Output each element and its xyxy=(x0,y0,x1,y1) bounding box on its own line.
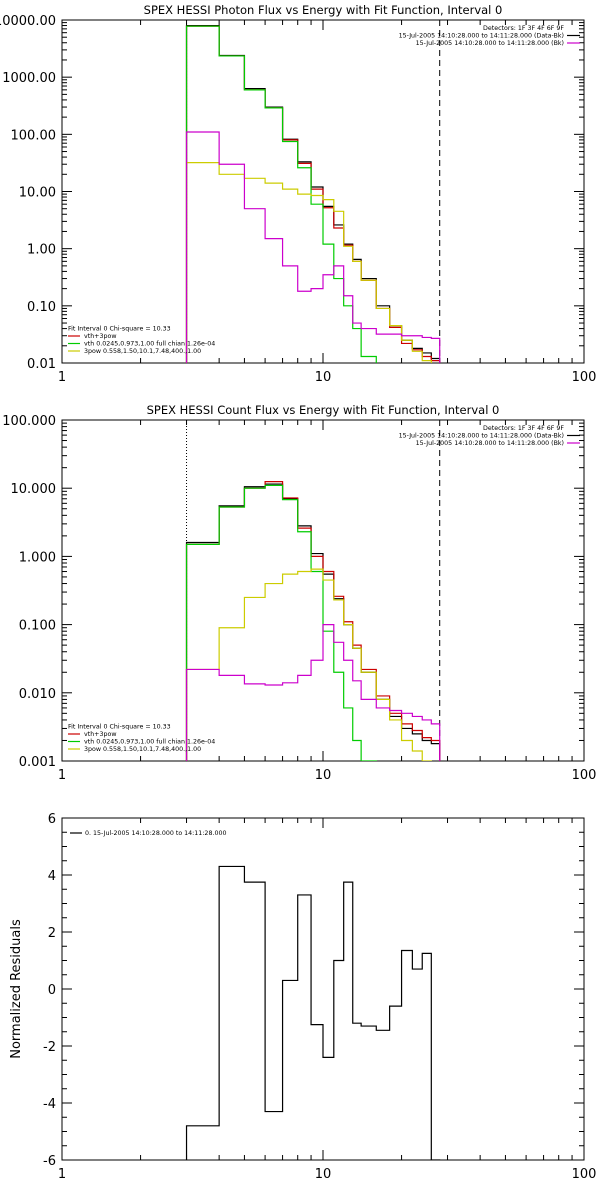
info-line-3: 15-Jul-2005 14:10:28.000 to 14:11:28.000… xyxy=(416,440,564,447)
series-residuals xyxy=(185,865,441,1160)
y-tick-label: 10000.00 xyxy=(0,14,56,29)
info-line-1: Detectors: 1F 3F 4F 6F 9F xyxy=(483,25,564,32)
plot-frame xyxy=(61,817,585,1161)
y-tick-label: 100.000 xyxy=(2,414,56,429)
series-power xyxy=(185,162,432,363)
series-data xyxy=(185,24,441,363)
info-line-1: Detectors: 1F 3F 4F 6F 9F xyxy=(483,425,564,432)
y-tick-label: -6 xyxy=(43,1154,56,1169)
x-tick-label: 10 xyxy=(315,370,332,385)
y-tick-label: 4 xyxy=(48,869,56,884)
series-background xyxy=(185,624,441,761)
fit-legend-2: vth 0.0245,0.973,1.00 full chian 1.26e-0… xyxy=(84,341,215,348)
fit-legend-3: 3pow 0.558,1.50,10.1,7.48,400.,1.00 xyxy=(84,348,201,355)
legend-text: 0. 15-Jul-2005 14:10:28.000 to 14:11:28.… xyxy=(85,830,226,837)
y-tick-label: 0.01 xyxy=(27,357,56,372)
fit-legend-2: vth 0.0245,0.973,1.00 full chian 1.26e-0… xyxy=(84,739,215,746)
series-total xyxy=(185,25,441,363)
series-group xyxy=(185,865,441,1160)
x-tick-label: 1 xyxy=(58,1167,66,1182)
chart-title: SPEX HESSI Photon Flux vs Energy with Fi… xyxy=(144,3,503,17)
y-tick-label: 2 xyxy=(48,926,56,941)
y-tick-label: 1.000 xyxy=(19,550,56,565)
x-tick-label: 10 xyxy=(315,768,332,783)
fit-legend-1: vth+3pow xyxy=(84,731,116,738)
y-tick-label: 0.10 xyxy=(27,300,56,315)
x-tick-label: 100 xyxy=(572,1167,597,1182)
y-tick-label: 1.00 xyxy=(27,243,56,258)
x-tick-label: 100 xyxy=(572,370,597,385)
y-tick-label: 6 xyxy=(48,812,56,827)
y-tick-label: 0 xyxy=(48,983,56,998)
info-line-2: 15-Jul-2005 14:10:28.000 to 14:11:28.000… xyxy=(399,433,564,440)
y-tick-label: -4 xyxy=(43,1097,56,1112)
x-tick-label: 1 xyxy=(58,768,66,783)
chart-panel-3: Normalized Residuals 1 10 100 -6 -4 -2 0 2 4 6 0. 1… xyxy=(9,812,596,1182)
y-tick-label: 0.010 xyxy=(19,687,56,702)
y-tick-label: 10.000 xyxy=(11,482,57,497)
y-axis-label: Normalized Residuals xyxy=(9,919,24,1059)
y-tick-label: 0.001 xyxy=(19,755,56,770)
info-line-3: 15-Jul-2005 14:10:28.000 to 14:11:28.000… xyxy=(416,40,564,47)
x-tick-label: 10 xyxy=(315,1167,332,1182)
series-group xyxy=(185,480,441,761)
y-tick-label: 10.00 xyxy=(19,186,56,201)
chart-title: SPEX HESSI Count Flux vs Energy with Fit… xyxy=(147,403,500,417)
chart-panel-1: SPEX HESSI Photon Flux vs Energy with Fi… xyxy=(0,3,596,385)
series-power xyxy=(185,568,432,761)
series-thermal xyxy=(185,25,377,363)
y-tick-label: -2 xyxy=(43,1040,56,1055)
series-background xyxy=(185,131,441,363)
chart-panel-2: SPEX HESSI Count Flux vs Energy with Fit… xyxy=(2,403,596,783)
fit-header: Fit Interval 0 Chi-square = 10.33 xyxy=(68,724,171,731)
fit-legend-3: 3pow 0.558,1.50,10.1,7.48,400.,1.00 xyxy=(84,746,201,753)
y-tick-label: 1000.00 xyxy=(2,71,56,86)
y-tick-label: 0.100 xyxy=(19,619,56,634)
fit-header: Fit Interval 0 Chi-square = 10.33 xyxy=(68,326,171,333)
series-group xyxy=(185,24,441,363)
fit-legend-1: vth+3pow xyxy=(84,333,116,340)
x-tick-label: 100 xyxy=(572,768,597,783)
y-tick-label: 100.00 xyxy=(11,128,57,143)
info-line-2: 15-Jul-2005 14:10:28.000 to 14:11:28.000… xyxy=(399,33,564,40)
x-tick-label: 1 xyxy=(58,370,66,385)
